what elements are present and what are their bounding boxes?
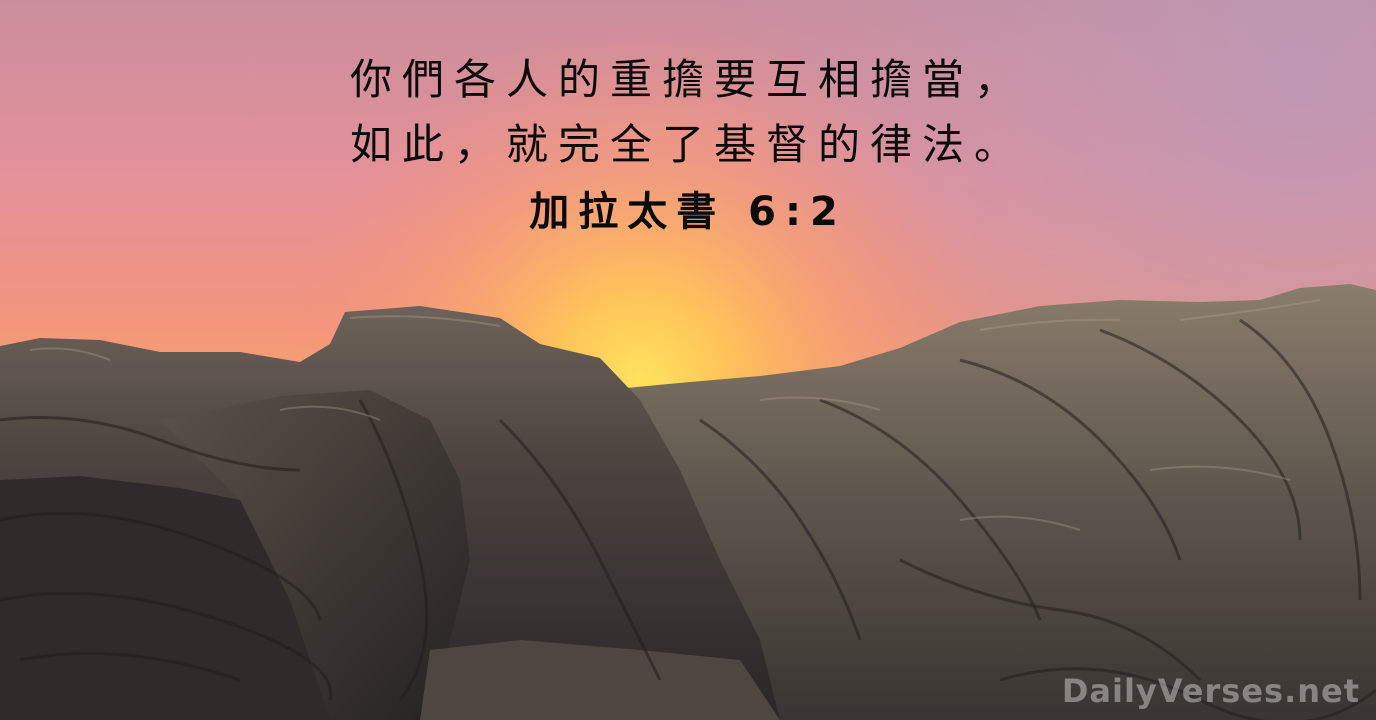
watermark: DailyVerses.net	[1062, 672, 1360, 710]
verse-reference: 加拉太書 6:2	[0, 186, 1376, 238]
verse-line-2: 如此，就完全了基督的律法。	[0, 117, 1376, 173]
verse-line-1: 你們各人的重擔要互相擔當，	[0, 52, 1376, 108]
